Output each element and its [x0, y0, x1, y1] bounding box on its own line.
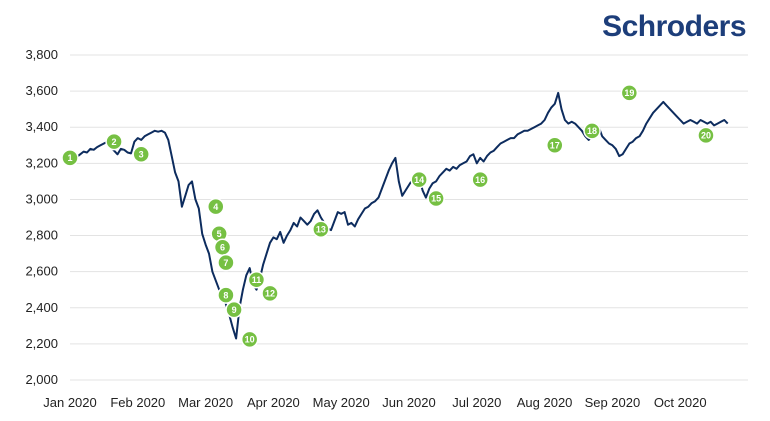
- event-marker[interactable]: 6: [213, 238, 232, 257]
- event-marker[interactable]: 9: [225, 300, 243, 319]
- x-tick-label: Jan 2020: [43, 395, 97, 410]
- event-marker-label: 5: [217, 229, 222, 239]
- event-marker[interactable]: 10: [240, 330, 259, 349]
- x-tick-label: Aug 2020: [517, 395, 573, 410]
- event-marker-dot: [427, 189, 445, 208]
- y-tick-label: 3,200: [25, 155, 58, 170]
- event-marker-label: 12: [265, 289, 275, 299]
- event-marker[interactable]: 11: [247, 271, 266, 289]
- x-tick-label: Jul 2020: [452, 395, 501, 410]
- event-marker-label: 1: [67, 153, 72, 163]
- event-marker[interactable]: 15: [427, 189, 445, 208]
- event-marker-label: 18: [587, 126, 597, 136]
- x-tick-label: Jun 2020: [382, 395, 436, 410]
- event-marker[interactable]: 20: [697, 126, 715, 145]
- y-tick-label: 3,000: [25, 191, 58, 206]
- event-marker-label: 10: [245, 335, 255, 345]
- event-marker-label: 15: [431, 194, 441, 204]
- event-marker[interactable]: 16: [471, 170, 489, 189]
- event-marker[interactable]: 17: [546, 136, 564, 155]
- event-marker[interactable]: 8: [217, 286, 235, 304]
- event-marker-dot: [132, 145, 150, 164]
- event-marker-label: 2: [112, 137, 117, 147]
- event-marker-label: 11: [252, 275, 262, 285]
- x-axis-ticks: Jan 2020 Feb 2020 Mar 2020 Apr 2020 May 2020…: [43, 395, 706, 410]
- x-tick-label: Sep 2020: [585, 395, 641, 410]
- y-tick-label: 3,800: [25, 47, 58, 62]
- x-tick-label: Apr 2020: [247, 395, 300, 410]
- event-marker-label: 19: [624, 88, 634, 98]
- x-tick-label: Feb 2020: [110, 395, 165, 410]
- y-tick-label: 2,200: [25, 336, 58, 351]
- y-tick-label: 3,600: [25, 83, 58, 98]
- grid-lines: [70, 54, 748, 381]
- event-marker-dot: [312, 220, 330, 238]
- event-marker-label: 9: [232, 305, 237, 315]
- event-marker-label: 13: [316, 224, 326, 234]
- event-marker-label: 3: [139, 150, 144, 160]
- event-marker-label: 14: [414, 175, 424, 185]
- y-tick-label: 2,600: [25, 264, 58, 279]
- event-marker[interactable]: 13: [312, 220, 330, 238]
- x-tick-label: Mar 2020: [178, 395, 233, 410]
- y-tick-label: 2,800: [25, 228, 58, 243]
- event-marker[interactable]: 14: [410, 170, 428, 189]
- event-marker[interactable]: 1: [61, 149, 79, 167]
- event-marker-label: 20: [701, 131, 711, 141]
- event-marker-dot: [410, 170, 428, 189]
- event-marker-label: 8: [223, 290, 228, 300]
- event-marker-label: 16: [475, 175, 485, 185]
- event-marker-dot: [217, 253, 235, 272]
- event-marker[interactable]: 18: [583, 122, 601, 140]
- event-marker-dot: [583, 122, 601, 140]
- event-marker-dot: [471, 170, 489, 189]
- y-tick-label: 2,000: [25, 372, 58, 387]
- event-marker-dot: [61, 149, 79, 167]
- event-marker[interactable]: 3: [132, 145, 150, 164]
- y-tick-label: 3,400: [25, 119, 58, 134]
- event-marker-dot: [247, 271, 266, 289]
- event-marker[interactable]: 19: [620, 84, 639, 102]
- event-marker-dot: [207, 197, 225, 216]
- event-marker-dot: [697, 126, 715, 145]
- event-marker-dot: [225, 300, 243, 319]
- event-marker[interactable]: 5: [210, 225, 228, 243]
- event-marker[interactable]: 7: [217, 253, 235, 272]
- price-line: [69, 91, 729, 340]
- series-line: [69, 91, 729, 340]
- event-marker-dot: [620, 84, 639, 102]
- schroders-logo: Schroders: [602, 10, 746, 43]
- event-marker-dot: [546, 136, 564, 155]
- event-marker-label: 4: [213, 202, 218, 212]
- event-marker[interactable]: 2: [105, 132, 123, 151]
- event-marker-dot: [261, 284, 279, 303]
- event-marker-label: 6: [220, 242, 225, 252]
- y-axis-ticks: 2,000 2,200 2,400 2,600 2,800 3,000 3,200 3,400…: [25, 47, 58, 387]
- event-marker-label: 7: [223, 258, 228, 268]
- event-marker[interactable]: 12: [261, 284, 279, 303]
- event-marker-dot: [217, 286, 235, 304]
- x-tick-label: Oct 2020: [654, 395, 707, 410]
- event-marker-dot: [105, 132, 123, 151]
- event-marker-label: 17: [550, 140, 560, 150]
- y-tick-label: 2,400: [25, 300, 58, 315]
- event-marker[interactable]: 4: [207, 197, 225, 216]
- event-marker-dot: [240, 330, 259, 349]
- x-tick-label: May 2020: [313, 395, 370, 410]
